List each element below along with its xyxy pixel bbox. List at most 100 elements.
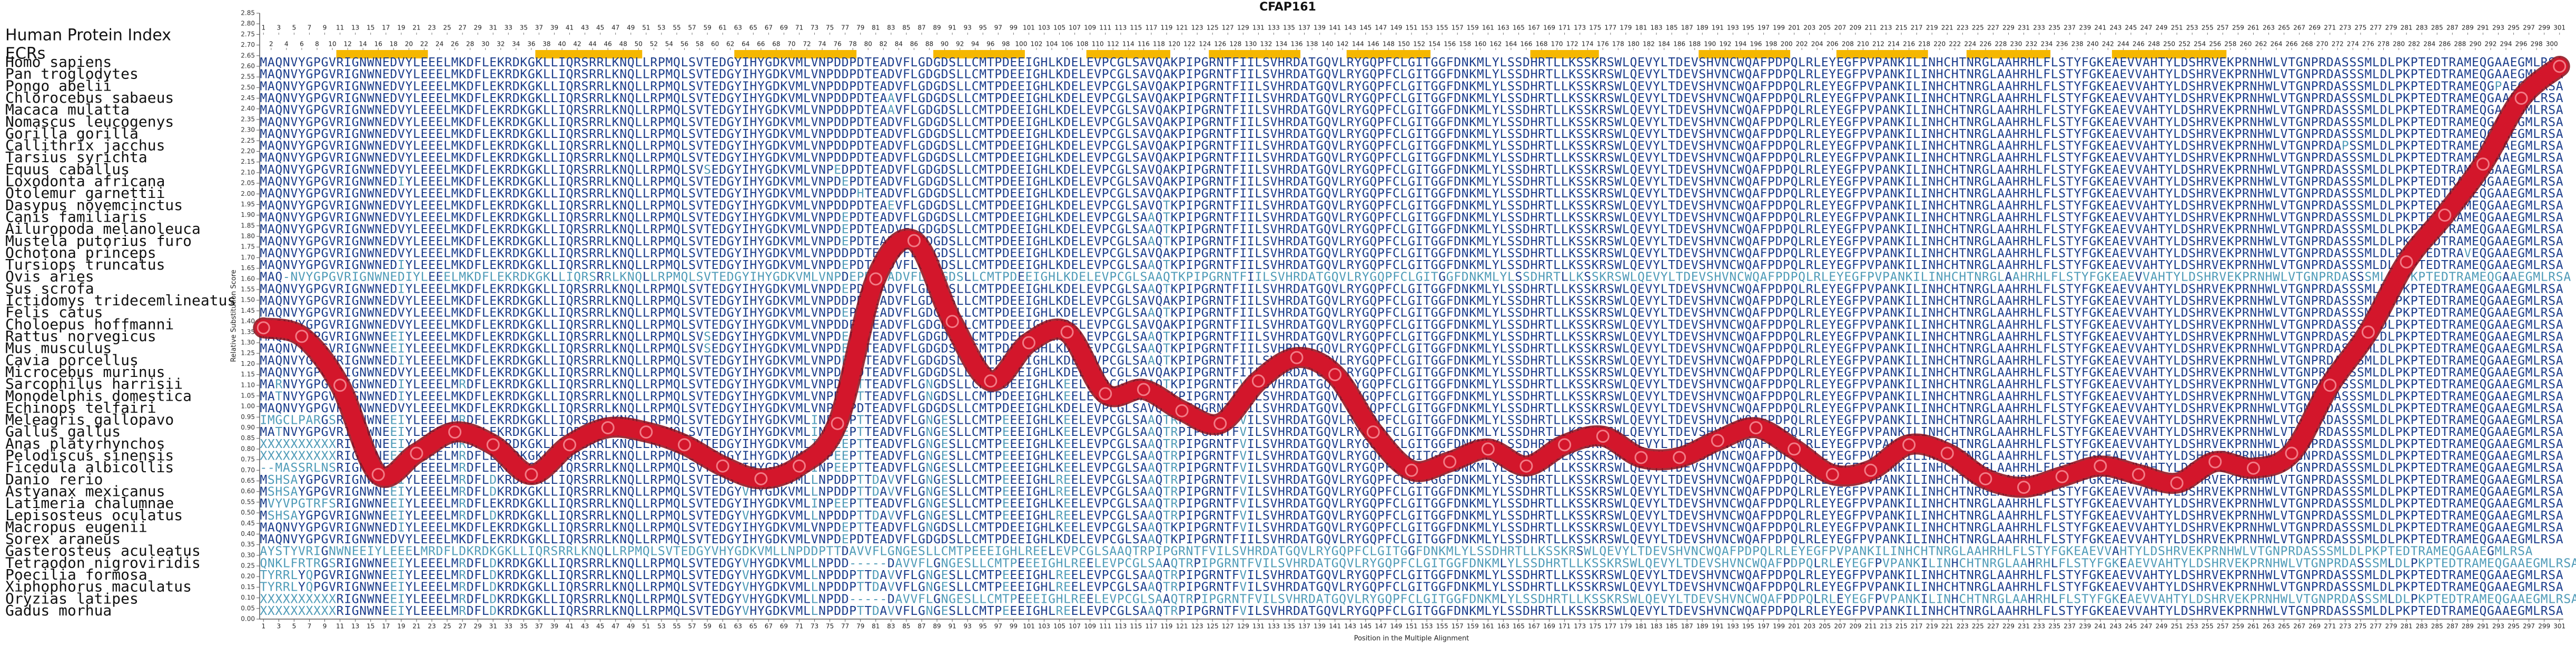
x-tick-label-top: 174 [1582,41,1594,48]
x-tick-label: 107 [1069,623,1081,630]
residue-run: G [933,604,941,618]
sequence: MAQNVYGPGVRIGNWNEDVYLEEELMKDFLEKRDKGKLLI… [260,163,2563,176]
x-tick-label-top: 98 [1002,41,1010,48]
sequence: MAQNVYGPGVRIGNWNEDVYLEEELMKDFLEKRDKGKLLI… [260,198,2563,212]
x-tick-label: 125 [1207,623,1219,630]
x-tick-label: 85 [902,623,910,630]
x-tick-label: 155 [1436,623,1448,630]
residue-run: E [842,175,849,188]
sequence: MAQNVYGPGVRIGNWNEDVYLEEELMKDFLEKRDKGKLLI… [260,103,2563,117]
x-tick-label: 221 [1941,623,1953,630]
species-label: Ochotona princeps [5,244,156,261]
x-tick-label-top: 118 [1153,41,1165,48]
species-label: Gallus gallus [5,423,121,440]
sequence: MAQNVYGPGVRIGNWNEDVYLEEELMKDFLEKRDKGKLLI… [260,151,2563,165]
residue-run: Q [1156,211,1163,224]
y-tick-label: 2.75 [241,31,255,38]
x-tick-label-top: 106 [1061,41,1073,48]
x-tick-label-top: 125 [1207,24,1219,32]
x-tick-label-top: 31 [489,24,497,32]
x-tick-label-top: 192 [1719,41,1731,48]
residue-run: MA [260,390,275,403]
x-tick-label-top: 283 [2416,24,2428,32]
residue-run: YLEEELMKDFLEKRDKGKLLIQRSRRLKNQLLRPMQLSVT… [405,258,841,272]
residue-run: E [842,282,849,296]
residue-run: T [1163,258,1170,272]
residue-run: MAQNVYGPGVRIGNWNEDVYLEEELMKDFLEKRDKGKLLI… [260,223,841,236]
y-tick-label: 1.65 [241,264,255,272]
residue-run: PDTEADVFLGDGDSLLCMTPDEEIGHLKDELEVPCGLSA [849,211,1147,224]
residue-run: SKRSWLQEVYLTDEVSHVNCWQAFPDPQLRLEYEGFPVPA… [1592,270,2005,284]
residue-run: EI [390,604,404,618]
x-tick-label-top: 81 [872,24,880,32]
y-tick-label: 2.30 [241,126,255,134]
alignment: Homo sapiens MAQNVYGPGVRIGNWNEDVYLEEELMKD… [5,50,2576,619]
y-tick-label: 2.40 [241,105,255,112]
residue-run: KPIPGRNTFIILSVHRDATGQVLRYGQPFCLGITGGFDNK… [1171,306,2563,320]
x-tick-label-top: 134 [1276,41,1288,48]
x-tick-label: 83 [887,623,895,630]
species-label: Loxodonta africana [5,173,165,190]
residue-run: Q [1156,342,1163,355]
species-label: Sarcophilus harrisii [5,375,183,393]
x-tick-label-top: 146 [1367,41,1379,48]
residue-run: S [1515,270,1523,284]
residue-run: T [864,604,872,618]
x-tick-label: 173 [1574,623,1586,630]
x-tick-label-top: 260 [2239,41,2252,48]
residue-run: ILSVHRDATGQVLRYGQPFCLGITGGFDNKMLYLSSDHRT… [1247,604,2563,618]
residue-run: A [1148,342,1155,355]
x-tick-label: 71 [795,623,803,630]
residue-run: E [842,306,849,320]
residue-run: MAQNVYGPGVRIGNWNEDVYLEEELMKDFLEKRDKGKLLI… [260,163,703,176]
x-tick-label-top: 4 [284,41,289,48]
x-tick-label-top: 46 [604,41,612,48]
x-tick-label: 239 [2079,623,2091,630]
x-tick-label: 189 [1696,623,1709,630]
x-tick-label-top: 216 [1903,41,1915,48]
y-tick-label: 1.85 [241,222,255,229]
x-tick-label: 73 [811,623,818,630]
x-tick-label-top: 29 [474,24,482,32]
x-tick-label-top: 61 [719,24,727,32]
x-tick-label-top: 176 [1597,41,1609,48]
y-tick-label: 0.60 [241,487,255,495]
y-tick-label: 0.05 [241,604,255,612]
x-tick-label-top: 221 [1941,24,1953,32]
x-tick-label: 5 [292,623,297,630]
x-tick-label: 223 [1957,623,1969,630]
sequence: MAQNVYGPGVRIGNWNEDVYLEEELMKDFLEKRDKGKLLI… [260,127,2563,141]
residue-run: EEIGHLK [1010,413,1063,427]
x-tick-label: 147 [1375,623,1387,630]
x-tick-label: 17 [382,623,390,630]
residue-run: MAQNVYGPGVRIGNWNEDVYLEEELMKDFLEKRDKGKLLI… [260,306,841,320]
x-tick-label-top: 182 [1643,41,1655,48]
x-tick-label: 47 [611,623,619,630]
ecr-bar [933,50,1025,58]
residue-run: D [872,604,880,618]
x-tick-label: 77 [841,623,849,630]
residue-run: I [1247,270,1255,284]
y-tick-label: 2.15 [241,158,255,165]
residue-run: A [1148,306,1155,320]
residue-run: MAQNVYGPGVRIGNWNEDVYLEEELMKDFLEKRDKGKLLI… [260,56,2563,69]
residue-run: EEIGHL [1010,604,1055,618]
x-tick-label-top: 292 [2484,41,2496,48]
residue-run: SLLCMTP [949,425,1002,439]
x-tick-label: 291 [2477,623,2489,630]
x-tick-label-top: 196 [1750,41,1762,48]
y-tick-label: 0.65 [241,477,255,484]
residue-run: T [1163,223,1170,236]
residue-run: AEGMLRSA [2510,270,2571,284]
x-tick-label: 297 [2523,623,2535,630]
x-tick-label-top: 11 [336,24,344,32]
x-tick-label: 279 [2385,623,2397,630]
residue-run: YLEEELMKDFLEKRDKGKLLIQRSRRLKNQLLRPMQLSV [405,342,703,355]
y-tick-label: 1.40 [241,317,255,325]
x-tick-label: 151 [1406,623,1418,630]
x-tick-label: 35 [520,623,528,630]
x-tick-label-top: 50 [635,41,643,48]
species-label: Ailuropoda melanoleuca [5,220,201,237]
residue-run: KPIPGRNTFIILSVHRDATGQVLRYGQPFCLGITGGFDNK… [1171,342,2563,355]
